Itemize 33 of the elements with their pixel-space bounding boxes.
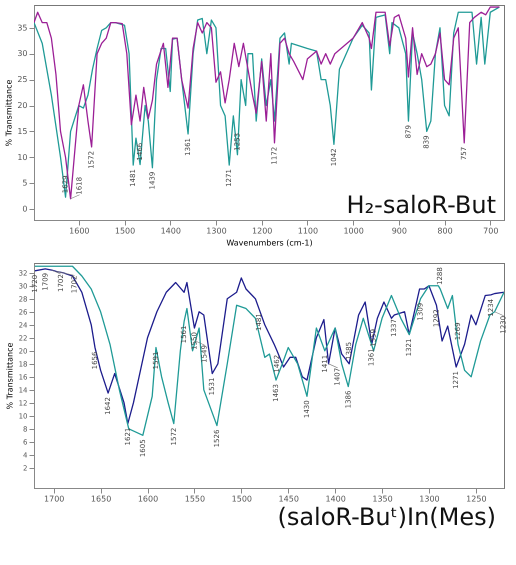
x-tick-label: 1200 — [252, 226, 272, 236]
x-tick-label: 1500 — [114, 226, 136, 236]
y-tick-label: 5 — [22, 178, 28, 188]
x-tick-label: 1300 — [206, 226, 227, 236]
y-tick-label: 10 — [17, 152, 28, 162]
x-tick-label: 1250 — [466, 494, 487, 504]
x-tick-label: 1400 — [160, 226, 181, 236]
x-tick-label: 700 — [483, 226, 498, 236]
x-tick-label: 1400 — [325, 494, 346, 504]
x-tick-label: 1600 — [69, 226, 90, 236]
x-tick-label: 1350 — [372, 494, 393, 504]
x-tick-label: 1000 — [343, 226, 364, 236]
y-axis-title: % Transmittance — [4, 79, 14, 146]
y-tick-label: 30 — [17, 49, 28, 58]
x-tick-label: 1600 — [138, 494, 158, 504]
y-axis-title: % Transmittance — [6, 342, 15, 410]
text: (saloR-Buᵗ)In(Mes) — [277, 503, 496, 531]
y-tick-label: 20 — [17, 101, 28, 110]
y-tick-label: 25 — [17, 75, 28, 84]
y-tick-label: 0 — [22, 204, 28, 214]
x-tick-label: 1650 — [90, 494, 112, 504]
x-tick-label: 900 — [392, 226, 407, 236]
x-tick-label: 1700 — [44, 494, 64, 504]
x-tick-label: 1450 — [278, 494, 299, 504]
x-tick-label: 1500 — [232, 494, 252, 504]
y-tick-label: 35 — [17, 23, 28, 32]
y-tick-label: 15 — [17, 126, 28, 136]
x-tick-label: 1300 — [419, 494, 440, 504]
annotation: H₂-saloR-But — [346, 191, 496, 219]
x-tick-label: 1550 — [184, 494, 206, 504]
x-tick-label: 1100 — [298, 226, 318, 236]
x-tick-label: 800 — [437, 226, 453, 236]
x-axis-title: Wavenumbers (cm-1) — [226, 238, 313, 248]
